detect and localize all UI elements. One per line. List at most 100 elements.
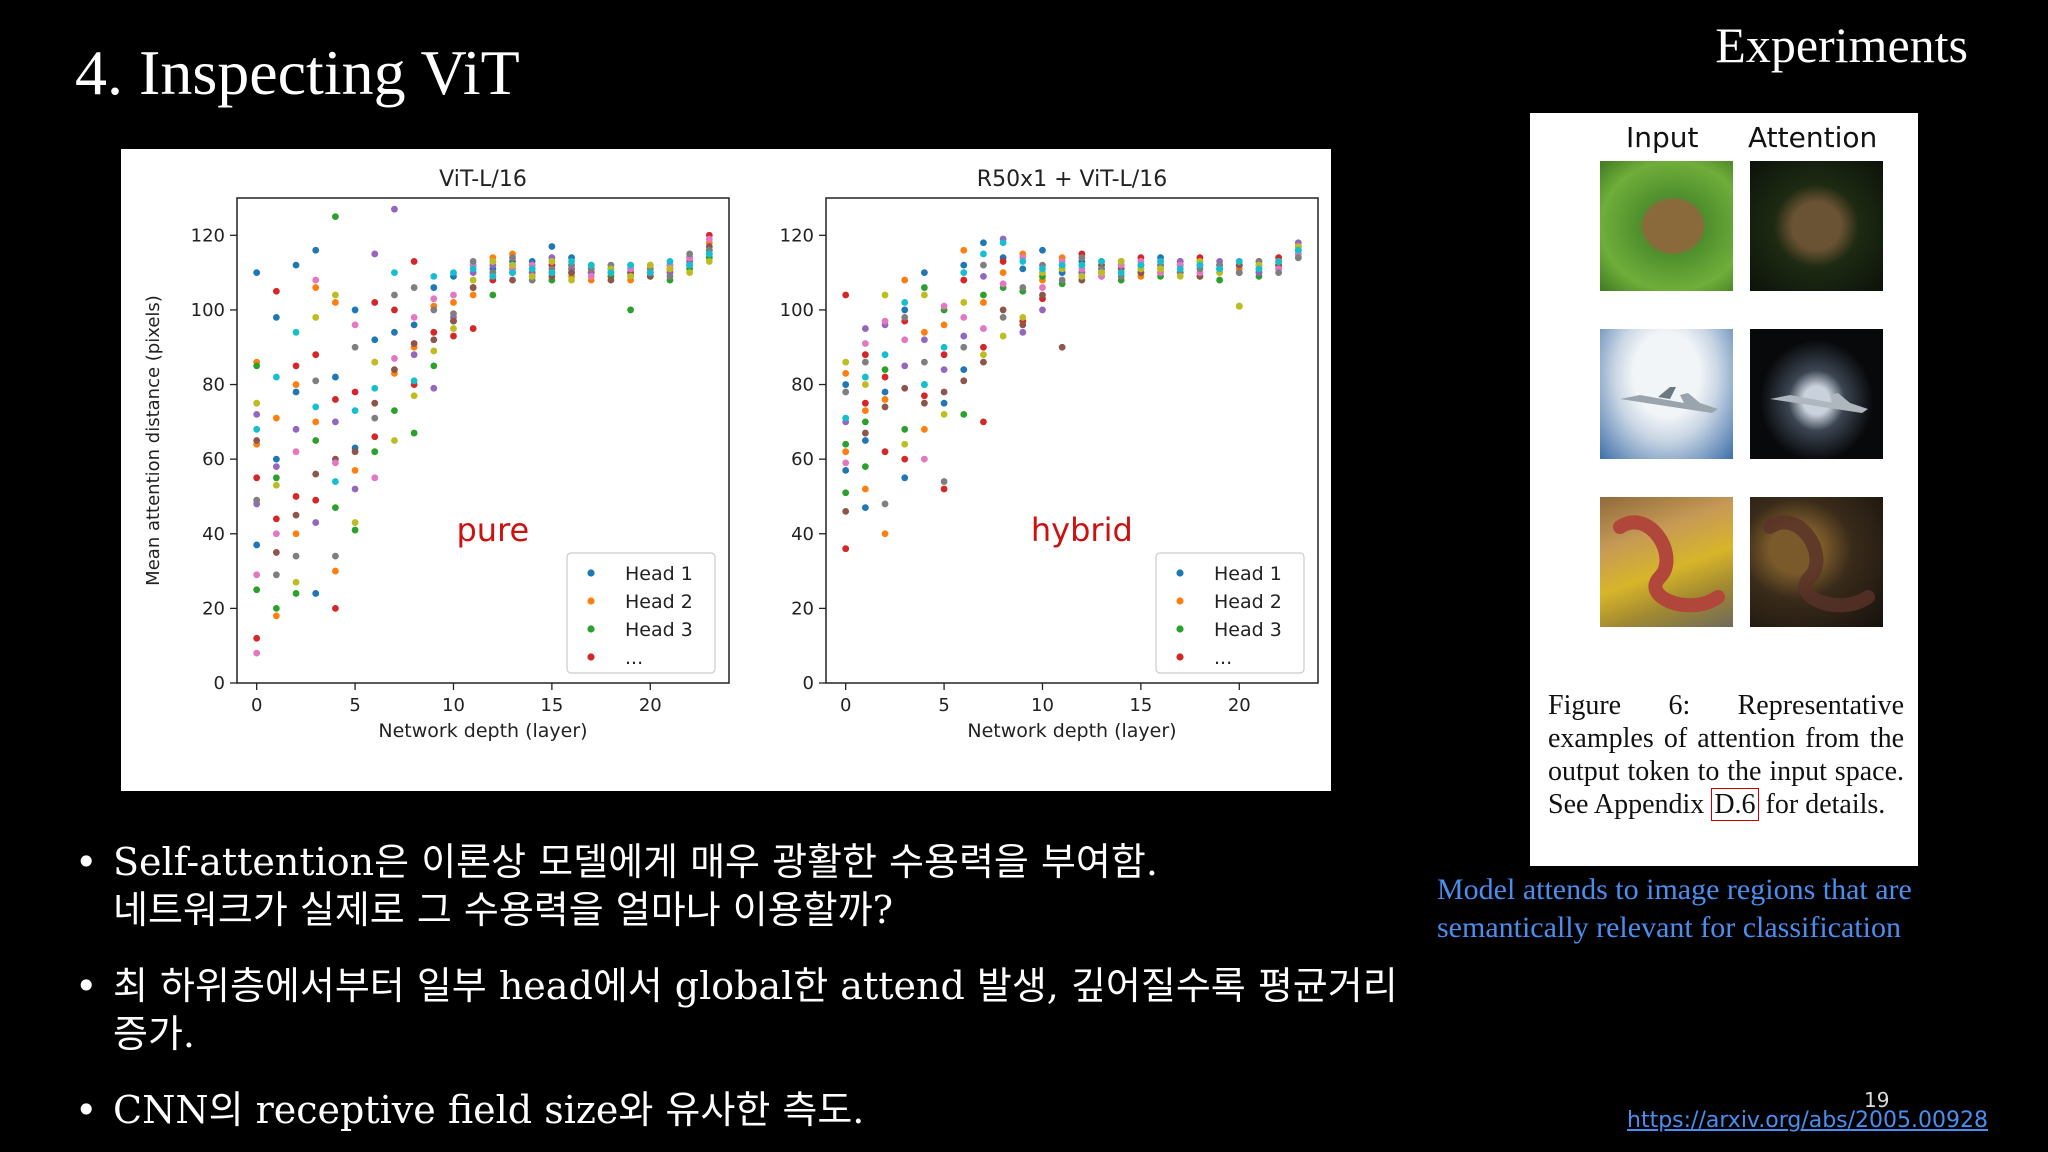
data-point [253, 437, 261, 444]
x-tick-label: 20 [1228, 695, 1251, 716]
data-point [391, 437, 398, 444]
data-point [312, 470, 320, 478]
data-point [430, 328, 438, 336]
data-point [921, 392, 928, 400]
data-point [430, 272, 438, 280]
data-point [842, 507, 850, 515]
data-point [430, 347, 438, 355]
data-point [312, 276, 320, 284]
data-point [351, 407, 359, 415]
data-point [960, 269, 968, 277]
dog-attention-image [1750, 161, 1883, 291]
data-point [921, 425, 928, 433]
data-point [842, 466, 850, 474]
data-point [980, 418, 987, 426]
data-point [1157, 258, 1164, 265]
data-point [253, 399, 261, 407]
data-point [842, 440, 850, 448]
x-tick-label: 10 [442, 695, 465, 716]
y-tick-label: 80 [791, 375, 814, 396]
y-tick-label: 100 [780, 300, 814, 321]
data-point [410, 351, 418, 359]
data-point [351, 448, 359, 456]
y-tick-label: 60 [791, 449, 814, 470]
data-point [410, 340, 418, 347]
data-point [253, 410, 261, 418]
legend-marker [1176, 597, 1184, 605]
data-point [351, 519, 359, 526]
y-tick-label: 80 [202, 375, 225, 396]
data-point [842, 489, 850, 497]
data-point [901, 313, 909, 321]
slide-title: 4. Inspecting ViT [75, 37, 520, 108]
data-point [410, 284, 418, 291]
data-point [332, 604, 339, 612]
data-point [489, 258, 497, 265]
data-point [292, 261, 300, 269]
legend-marker [587, 597, 595, 605]
data-point [881, 351, 889, 359]
data-point [489, 291, 497, 299]
data-point [1058, 276, 1066, 284]
data-point [646, 269, 654, 277]
data-point [960, 410, 968, 418]
page-number: 19 [1864, 1088, 1890, 1112]
data-point [371, 299, 379, 306]
data-point [292, 388, 300, 396]
data-point [705, 235, 713, 243]
data-point [940, 302, 948, 310]
data-point [861, 429, 869, 437]
data-point [1058, 343, 1066, 351]
data-point [861, 340, 869, 347]
x-tick-label: 15 [540, 695, 563, 716]
data-point [1255, 265, 1263, 273]
data-point [901, 474, 909, 482]
data-point [980, 261, 987, 269]
chart-title: R50x1 + ViT-L/16 [977, 167, 1167, 192]
legend-box [1155, 552, 1305, 674]
data-point [332, 567, 339, 575]
data-point [921, 399, 928, 407]
airplane-icon [1770, 393, 1868, 413]
data-point [351, 388, 359, 396]
data-point [253, 425, 261, 433]
data-point [253, 571, 261, 579]
data-point [842, 358, 850, 366]
data-point [272, 612, 280, 620]
dog-input-image [1600, 161, 1733, 291]
data-point [312, 437, 320, 444]
data-point [272, 474, 280, 482]
data-point [1294, 246, 1302, 254]
data-point [548, 258, 556, 265]
data-point [1078, 272, 1086, 280]
legend-label: Head 3 [625, 619, 693, 641]
data-point [980, 239, 987, 247]
data-point [940, 343, 948, 351]
data-point [627, 261, 634, 269]
data-point [430, 284, 438, 291]
data-point [371, 336, 379, 344]
data-point [861, 437, 869, 444]
data-point [509, 276, 516, 284]
data-point [842, 369, 850, 377]
data-point [351, 526, 359, 534]
data-point [940, 410, 948, 418]
chart-title: ViT-L/16 [439, 167, 527, 192]
data-point [292, 362, 300, 370]
data-point [1039, 291, 1046, 299]
data-point [371, 448, 379, 456]
data-point [430, 295, 438, 303]
source-link[interactable]: https://arxiv.org/abs/2005.00928 [1627, 1108, 1989, 1133]
data-point [253, 474, 261, 482]
data-point [1176, 272, 1184, 280]
data-point [960, 313, 968, 321]
y-tick-label: 120 [191, 225, 225, 246]
section-label: Experiments [1715, 17, 1968, 73]
data-point [980, 343, 987, 351]
data-point [842, 545, 850, 553]
data-point [272, 481, 280, 489]
data-point [881, 448, 889, 456]
data-point [666, 272, 674, 280]
legend-box [566, 552, 716, 674]
data-point [940, 399, 948, 407]
